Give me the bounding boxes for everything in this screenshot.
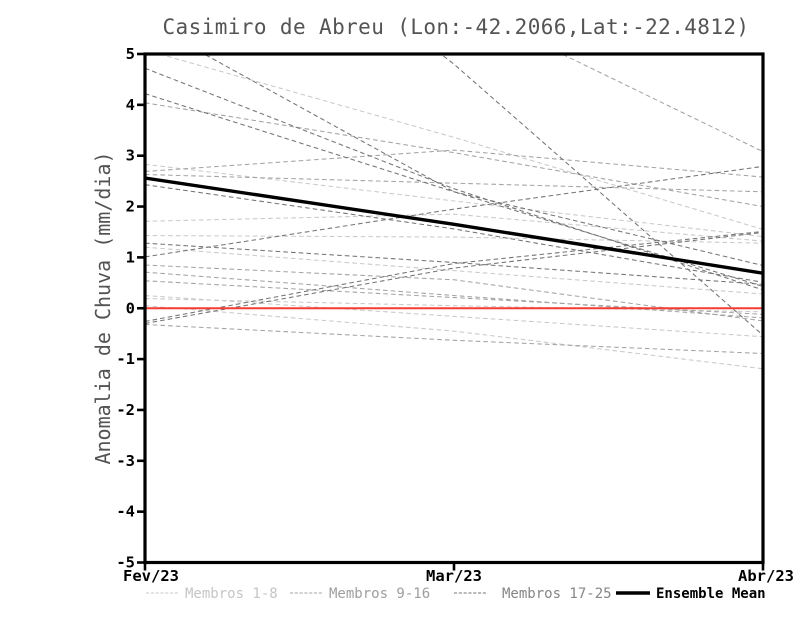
legend-label-membros-9-16: Membros 9-16 bbox=[329, 586, 430, 602]
member-line-1 bbox=[157, 54, 763, 230]
member-line-6 bbox=[145, 295, 763, 338]
member-line-9 bbox=[560, 54, 763, 153]
member-line-21 bbox=[145, 184, 763, 283]
y-tick-label--2: -2 bbox=[116, 401, 135, 419]
y-tick-label--4: -4 bbox=[116, 503, 135, 521]
member-line-4 bbox=[145, 235, 763, 244]
legend-label-membros-1-8: Membros 1-8 bbox=[185, 586, 278, 602]
y-tick-label-5: 5 bbox=[126, 45, 135, 63]
y-tick-label-3: 3 bbox=[126, 147, 135, 165]
y-tick-label--3: -3 bbox=[116, 452, 135, 470]
legend: Membros 1-8 Membros 9-16 Membros 17-25 E… bbox=[146, 586, 766, 602]
member-line-8 bbox=[145, 305, 763, 370]
member-line-16 bbox=[145, 280, 763, 315]
legend-label-membros-17-25: Membros 17-25 bbox=[502, 586, 612, 602]
chart-title: Casimiro de Abreu (Lon:-42.2066,Lat:-22.… bbox=[163, 15, 750, 39]
legend-label-ensemble-mean: Ensemble Mean bbox=[656, 586, 766, 602]
member-line-20 bbox=[145, 93, 763, 267]
y-tick-label--5: -5 bbox=[116, 554, 135, 572]
member-line-3 bbox=[145, 213, 763, 242]
y-tick-label-0: 0 bbox=[126, 299, 135, 317]
member-line-14 bbox=[145, 264, 763, 322]
y-tick-label-1: 1 bbox=[126, 248, 135, 266]
member-line-2 bbox=[145, 163, 763, 238]
ensemble-member-lines bbox=[145, 54, 763, 370]
y-axis-label: Anomalia de Chuva (mm/dia) bbox=[91, 151, 115, 464]
member-line-11 bbox=[145, 323, 763, 355]
member-line-12 bbox=[145, 173, 763, 193]
member-line-22 bbox=[145, 242, 763, 285]
member-line-15 bbox=[145, 271, 763, 319]
member-line-5 bbox=[145, 246, 763, 295]
member-line-13 bbox=[145, 102, 763, 208]
x-tick-label-fev: Fev/23 bbox=[123, 567, 179, 585]
x-tick-label-abr: Abr/23 bbox=[738, 567, 794, 585]
y-axis-ticks: -5 -4 -3 -2 -1 0 1 2 3 4 5 bbox=[116, 45, 145, 572]
member-line-10 bbox=[145, 149, 763, 178]
y-tick-label-2: 2 bbox=[126, 198, 135, 216]
member-line-17 bbox=[439, 54, 763, 336]
x-axis-ticks bbox=[143, 562, 765, 571]
member-line-23 bbox=[145, 165, 763, 258]
y-tick-label--1: -1 bbox=[116, 350, 135, 368]
member-line-18 bbox=[202, 54, 763, 287]
member-line-7 bbox=[145, 298, 763, 313]
member-line-25 bbox=[145, 231, 763, 325]
y-tick-label-4: 4 bbox=[126, 96, 135, 114]
ensemble-mean-line bbox=[145, 176, 763, 275]
x-tick-label-mar: Mar/23 bbox=[426, 567, 482, 585]
member-line-19 bbox=[145, 67, 763, 291]
